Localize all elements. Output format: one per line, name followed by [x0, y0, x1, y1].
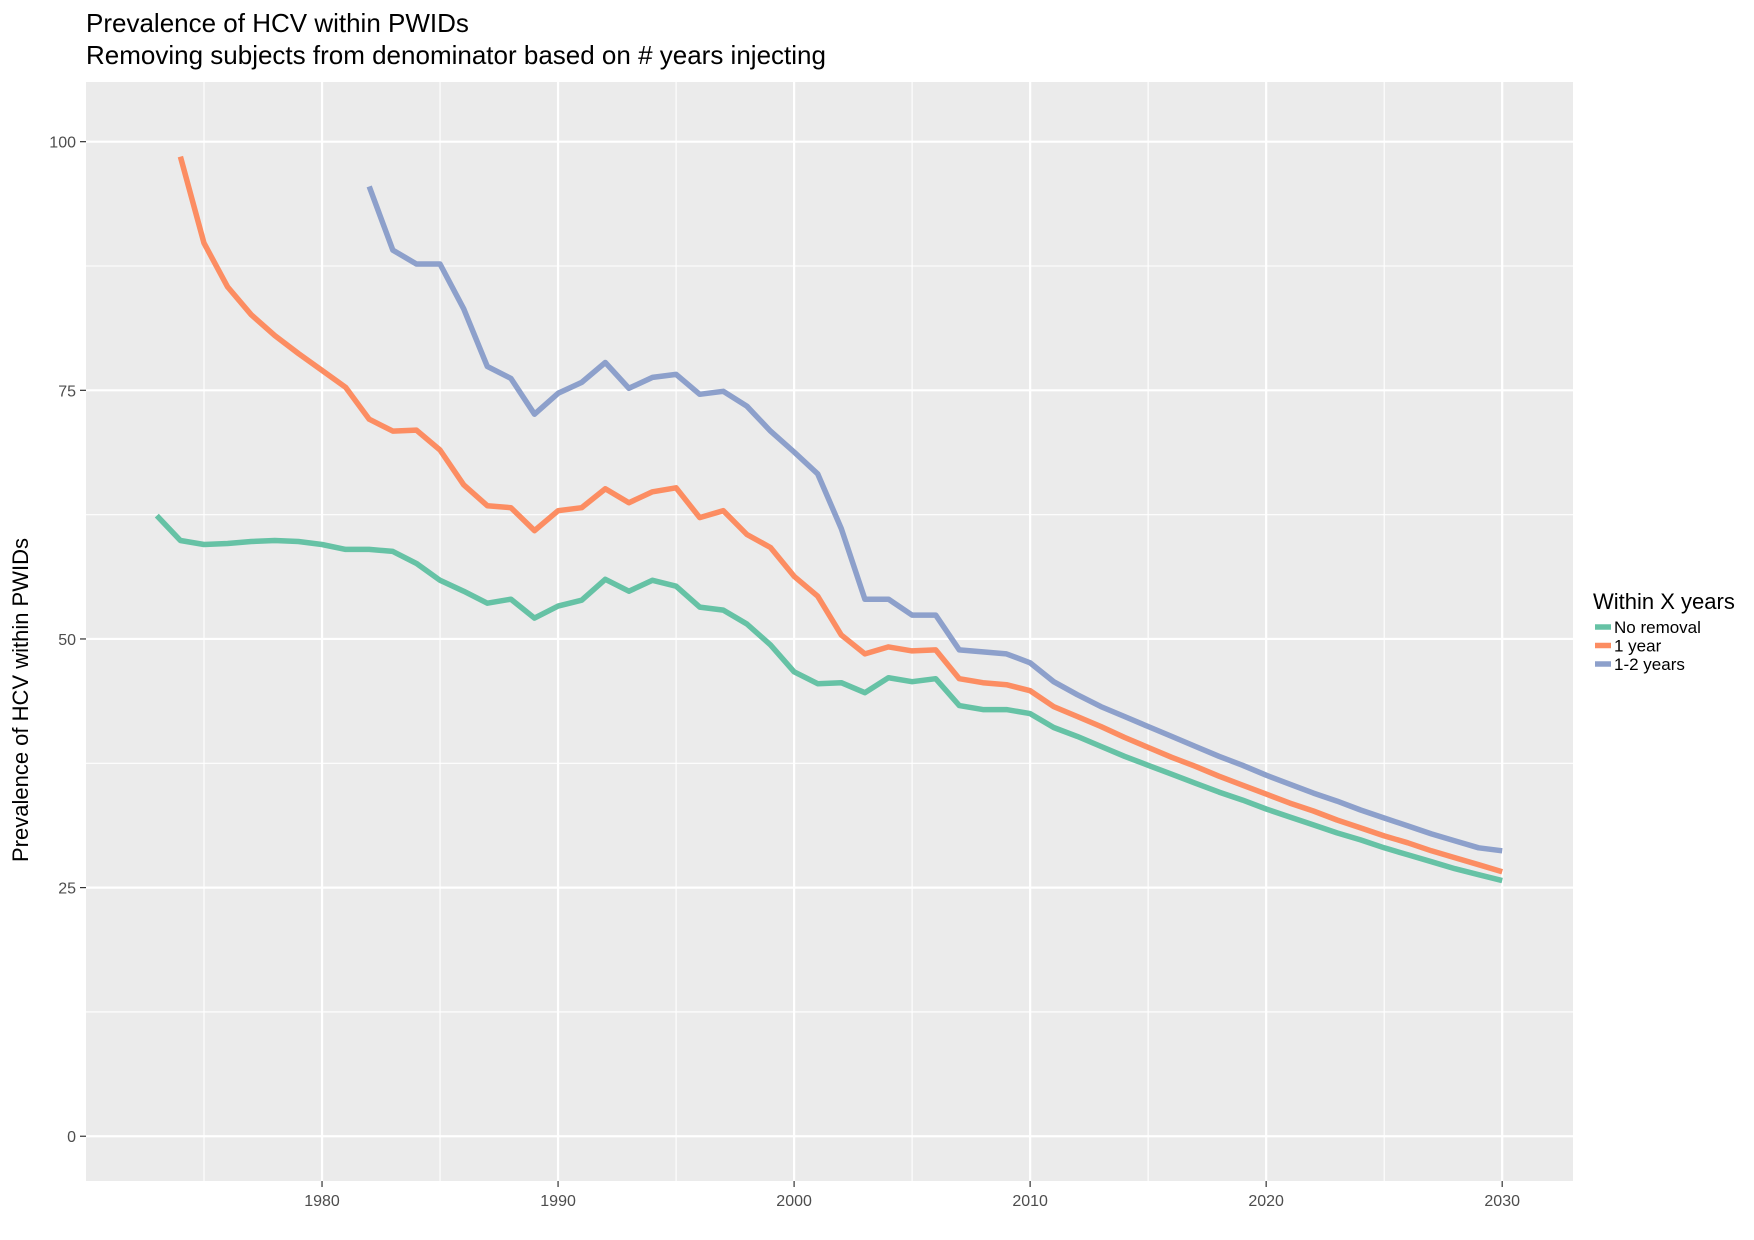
x-tick-label: 2010	[1012, 1193, 1048, 1210]
plot-panel	[86, 82, 1573, 1181]
y-tick-label: 0	[67, 1129, 76, 1146]
x-tick-label: 1990	[540, 1193, 576, 1210]
legend-label-2: 1-2 years	[1614, 655, 1685, 674]
legend-label-1: 1 year	[1614, 637, 1662, 656]
series-line-2	[366, 185, 1503, 854]
y-tick-label: 25	[58, 881, 76, 898]
y-tick-label: 75	[58, 383, 76, 400]
y-tick-label: 100	[49, 135, 76, 152]
major-gridlines	[86, 82, 1573, 1181]
y-tick-label: 50	[58, 632, 76, 649]
chart-subtitle: Removing subjects from denominator based…	[86, 40, 826, 70]
x-tick-label: 2030	[1484, 1193, 1520, 1210]
series-line-1	[177, 155, 1503, 875]
x-tick-label: 2020	[1248, 1193, 1284, 1210]
series-lines	[154, 155, 1503, 884]
legend-label-0: No removal	[1614, 618, 1701, 637]
series-line-0	[154, 513, 1503, 884]
x-axis: 1980 1990 2000 2010 2020 2030	[304, 1181, 1520, 1210]
x-tick-label: 1980	[304, 1193, 340, 1210]
y-axis-title: Prevalence of HCV within PWIDs	[8, 538, 33, 862]
legend-title: Within X years	[1593, 589, 1735, 614]
x-tick-label: 2000	[776, 1193, 812, 1210]
chart-title: Prevalence of HCV within PWIDs	[86, 8, 469, 38]
y-axis: 0 25 50 75 100	[49, 135, 86, 1146]
